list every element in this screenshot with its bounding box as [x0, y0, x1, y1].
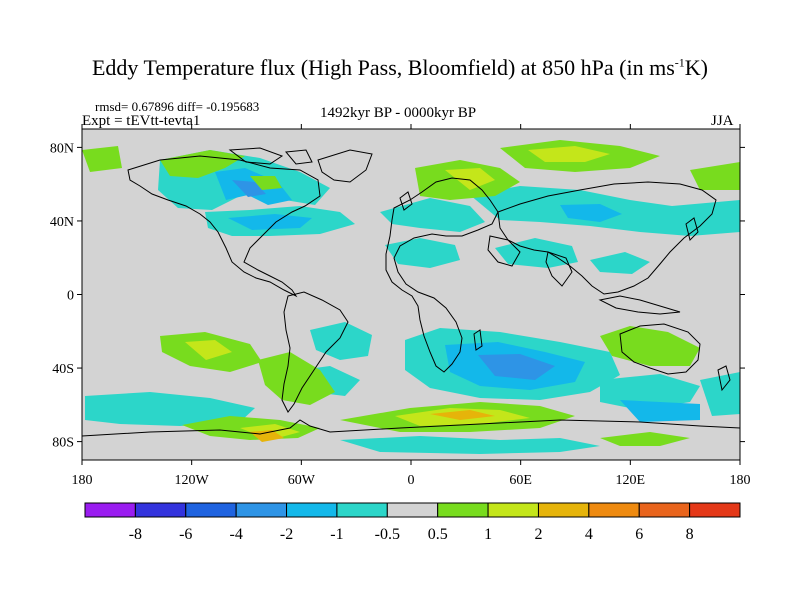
north-america-coast [127, 155, 321, 298]
colorbar: -8 -6 -4 -2 -1 -0.5 0.5 1 2 4 6 8 [84, 502, 741, 543]
season-label: JJA [711, 113, 734, 129]
colorbar-box [689, 502, 741, 518]
lat-tick-label: 40S [52, 362, 74, 377]
flux-region [620, 400, 700, 422]
flux-region [160, 150, 245, 178]
lon-tick-label: 120W [175, 473, 210, 488]
flux-region [495, 238, 578, 268]
europe-africa-coast [385, 177, 499, 373]
japan-coast [685, 217, 699, 241]
flux-region [690, 162, 740, 190]
australia-coast [619, 323, 701, 375]
flux-region [258, 352, 335, 405]
flux-region [85, 392, 255, 426]
colorbar-label: -4 [229, 526, 242, 543]
uk-coast [399, 191, 413, 211]
greenland-coast [317, 149, 373, 183]
colorbar-label: 2 [534, 526, 542, 543]
flux-region [385, 238, 460, 268]
flux-region [228, 214, 312, 230]
flux-contours [82, 140, 740, 454]
lat-tick-label: 80N [50, 141, 74, 156]
stats-label: rmsd= 0.67896 diff= -0.195683 [95, 99, 260, 114]
flux-region [600, 326, 700, 366]
flux-region [430, 410, 495, 420]
south-america-coast [281, 291, 349, 413]
colorbar-box [235, 502, 288, 518]
lon-tick-label: 60W [288, 473, 316, 488]
lat-tick-label: 0 [67, 289, 74, 304]
colorbar-box [487, 502, 539, 518]
flux-region [340, 436, 600, 454]
flux-region [250, 176, 282, 190]
flux-region [380, 198, 485, 232]
flux-region [82, 146, 122, 172]
colorbar-label: 8 [686, 526, 694, 543]
colorbar-label: -8 [129, 526, 142, 543]
flux-region [445, 168, 495, 190]
new-zealand-coast [717, 365, 731, 392]
colorbar-box [588, 502, 640, 518]
canadian-archipelago [228, 147, 313, 165]
asia-coast [497, 181, 717, 295]
experiment-label: Expt = tEVtt-tevta1 [82, 113, 201, 129]
colorbar-label: -1 [330, 526, 343, 543]
lon-tick-label: 60E [509, 473, 532, 488]
lat-tick-label: 80S [52, 436, 74, 451]
colorbar-box [437, 502, 489, 518]
colorbar-box [185, 502, 237, 518]
colorbar-label: -2 [280, 526, 293, 543]
lon-tick-label: 180 [72, 473, 93, 488]
longitude-ticks: 180 120W 60W 0 60E 120E 180 [72, 124, 751, 488]
lon-tick-label: 0 [408, 473, 415, 488]
arabia-coast [487, 235, 521, 267]
colorbar-box [638, 502, 691, 518]
india-coast [545, 251, 573, 287]
colorbar-box [134, 502, 187, 518]
indonesia-coast [598, 295, 681, 315]
coastlines [82, 147, 740, 437]
flux-region [185, 340, 232, 360]
lon-tick-label: 180 [730, 473, 751, 488]
flux-region [700, 372, 740, 416]
colorbar-label: 6 [635, 526, 643, 543]
colorbar-label: 4 [585, 526, 593, 543]
colorbar-box [386, 502, 439, 518]
flux-region [232, 180, 266, 197]
lon-tick-label: 120E [616, 473, 646, 488]
lat-tick-label: 40N [50, 215, 74, 230]
colorbar-label: -0.5 [375, 526, 400, 543]
flux-region [250, 430, 284, 442]
madagascar-coast [473, 329, 483, 351]
flux-region [560, 204, 622, 222]
flux-region [478, 354, 555, 380]
colorbar-box [336, 502, 388, 518]
colorbar-label: -6 [179, 526, 192, 543]
flux-region [600, 432, 690, 446]
flux-region [590, 252, 650, 274]
flux-region [310, 322, 372, 360]
antarctica-coast [82, 419, 740, 437]
latitude-ticks: 80N 40N 0 40S 80S [50, 141, 745, 451]
map-title: Eddy Temperature flux (High Pass, Bloomf… [91, 55, 708, 80]
colorbar-label: 1 [484, 526, 492, 543]
colorbar-label: 0.5 [428, 526, 448, 543]
colorbar-box [84, 502, 136, 518]
colorbar-box [286, 502, 338, 518]
period-label: 1492kyr BP - 0000kyr BP [320, 105, 477, 121]
flux-region [528, 146, 610, 162]
colorbar-box [537, 502, 590, 518]
